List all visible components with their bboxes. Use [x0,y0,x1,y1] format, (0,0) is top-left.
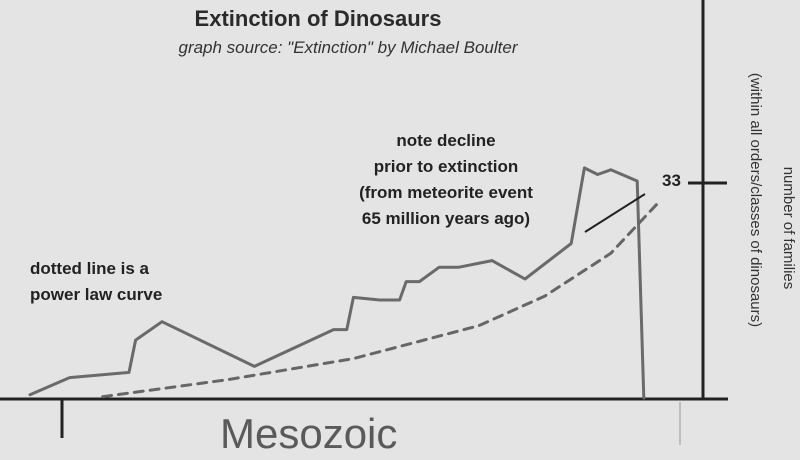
annotation-pointer [584,193,646,233]
chart-subtitle: graph source: "Extinction" by Michael Bo… [178,38,518,57]
annotation-power-law-line-1: dotted line is a [30,259,150,278]
annotation-decline-line-1: note decline [396,131,496,150]
annotation-decline-line-4: 65 million years ago) [361,209,531,228]
power-law-curve [101,202,659,399]
chart-title: Extinction of Dinosaurs [194,6,442,31]
annotation-decline: note decline prior to extinction (from m… [306,128,586,232]
y-axis-label: number of families [780,166,797,290]
families-line [28,166,646,400]
annotation-power-law: dotted line is a power law curve [30,256,220,308]
annotation-power-law-line-2: power law curve [30,285,163,304]
y-tick-label-33: 33 [662,171,681,190]
x-axis-label: Mesozoic [220,410,398,457]
annotation-decline-line-2: prior to extinction [373,157,519,176]
y-axis-label-note: (within all orders/classes of dinosaurs) [747,72,764,328]
annotation-decline-line-3: (from meteorite event [359,183,533,202]
